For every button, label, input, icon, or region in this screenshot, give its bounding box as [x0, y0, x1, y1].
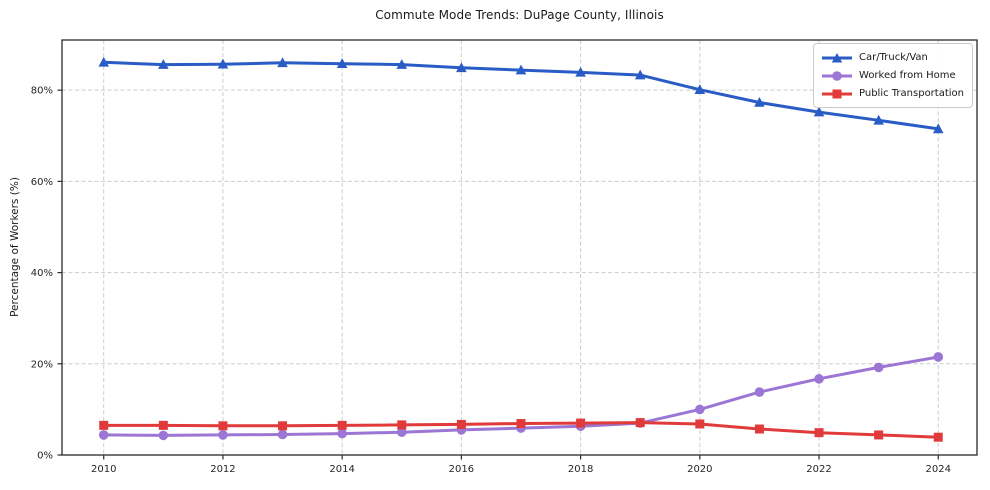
circle-marker [98, 430, 109, 440]
square-marker [218, 421, 228, 431]
series-markers-public-transportation [99, 418, 943, 442]
triangle-marker [634, 69, 646, 80]
triangle-marker [277, 57, 288, 68]
triangle-marker [396, 59, 408, 69]
triangle-marker [813, 106, 825, 117]
y-tick-label: 0% [37, 451, 53, 462]
x-tick-label: 2022 [806, 464, 831, 475]
x-tick-label: 2024 [926, 464, 951, 475]
y-tick-label: 20% [31, 359, 53, 370]
x-tick-label: 2014 [329, 464, 354, 475]
y-tick-label: 80% [31, 86, 53, 97]
triangle-marker [336, 58, 348, 69]
circle-marker [873, 362, 884, 373]
triangle-marker [217, 58, 229, 69]
legend-item-car-truck-van: Car/Truck/Van [821, 49, 964, 66]
circle-marker [337, 428, 347, 439]
legend-item-worked-from-home: Worked from Home [821, 67, 964, 84]
circle-marker [754, 387, 765, 397]
circle-marker [158, 430, 169, 441]
triangle-marker [694, 84, 706, 95]
square-marker [695, 419, 705, 429]
square-marker [516, 419, 526, 429]
triangle-marker [575, 66, 586, 77]
triangle-marker [515, 64, 527, 75]
square-marker [158, 420, 168, 430]
square-marker [874, 430, 884, 440]
circle-marker [933, 352, 944, 362]
square-marker [814, 428, 824, 438]
series-markers-car-truck-van [98, 56, 944, 134]
triangle-marker [754, 96, 765, 107]
legend: Car/Truck/Van Worked from Home Public Tran… [813, 43, 973, 108]
legend-swatch-circle-icon [822, 70, 853, 81]
circle-marker [277, 429, 288, 440]
axis-ticks: 0% 20% 40% 60% 80% 2010 2012 2014 2016 2018 2020 20… [31, 86, 951, 475]
circle-marker [218, 430, 228, 440]
y-tick-label: 60% [31, 177, 53, 188]
legend-item-public-transportation: Public Transportation [821, 85, 964, 102]
circle-marker [695, 404, 705, 415]
triangle-marker [98, 56, 110, 67]
x-tick-label: 2010 [91, 464, 116, 475]
square-marker [337, 420, 347, 430]
square-marker [456, 419, 466, 429]
triangle-marker [873, 114, 884, 125]
legend-label: Car/Truck/Van [859, 52, 928, 63]
square-marker [754, 424, 764, 434]
plot-border [61, 39, 978, 456]
legend-swatch-square-icon [822, 89, 853, 98]
x-tick-label: 2018 [568, 464, 593, 475]
chart-title: Commute Mode Trends: DuPage County, Illi… [375, 8, 664, 22]
x-tick-label: 2016 [449, 464, 474, 475]
legend-label: Worked from Home [859, 70, 956, 81]
x-tick-label: 2020 [687, 464, 712, 475]
circle-marker [396, 427, 407, 437]
y-tick-label: 40% [31, 268, 53, 279]
square-marker [576, 418, 586, 428]
circle-marker [814, 374, 824, 384]
legend-label: Public Transportation [859, 88, 964, 99]
square-marker [397, 420, 407, 430]
x-tick-label: 2012 [210, 464, 235, 475]
triangle-marker [158, 59, 169, 69]
square-marker [635, 418, 645, 428]
triangle-marker [932, 123, 944, 134]
gridlines [62, 40, 977, 455]
square-marker [933, 432, 943, 442]
square-marker [278, 421, 288, 431]
triangle-marker [456, 62, 467, 73]
legend-swatch-triangle-icon [822, 52, 853, 62]
square-marker [99, 420, 109, 430]
